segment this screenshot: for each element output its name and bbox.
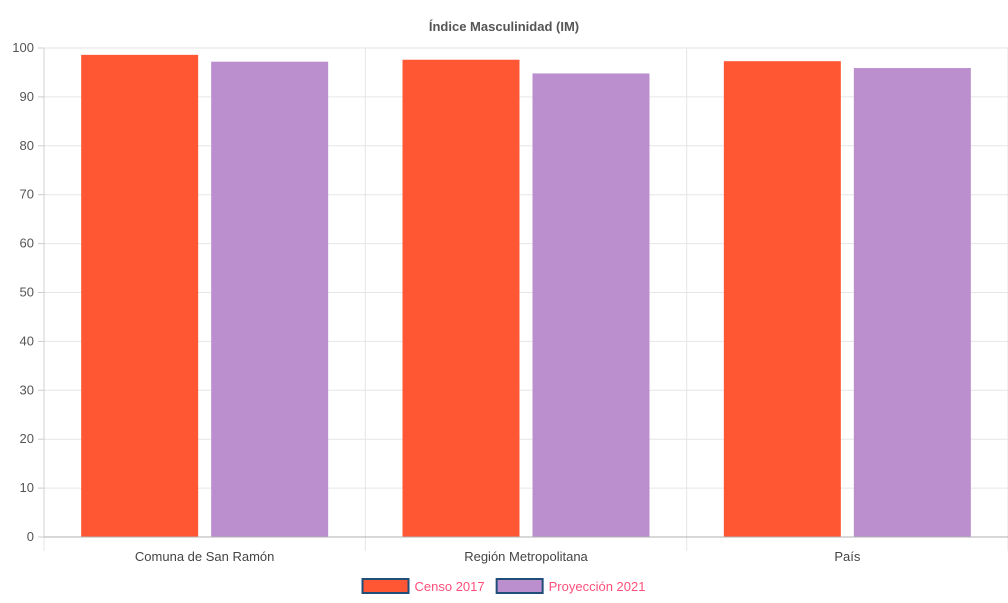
legend-swatch[interactable] <box>361 578 410 594</box>
y-tick-label: 20 <box>20 431 34 446</box>
chart-title: Índice Masculinidad (IM) <box>429 19 579 34</box>
legend-label[interactable]: Proyección 2021 <box>549 579 646 594</box>
y-tick-label: 70 <box>20 187 34 202</box>
axes: 0 10 20 30 40 50 60 70 80 90 100 Comuna de San Ramó… <box>12 40 1008 564</box>
bar-censo-2017-0[interactable] <box>81 54 199 537</box>
x-tick-label: Comuna de San Ramón <box>135 549 274 564</box>
bar-censo-2017-1[interactable] <box>402 59 520 538</box>
y-tick-label: 40 <box>20 333 34 348</box>
legend-label[interactable]: Censo 2017 <box>415 579 485 594</box>
bar-censo-2017-2[interactable] <box>723 61 841 537</box>
y-tick-label: 100 <box>12 40 34 55</box>
y-tick-label: 0 <box>27 529 34 544</box>
x-tick-label: País <box>834 549 861 564</box>
y-tick-label: 10 <box>20 480 34 495</box>
legend[interactable]: Censo 2017 Proyección 2021 <box>361 578 646 594</box>
y-tick-label: 80 <box>20 138 34 153</box>
y-tick-label: 30 <box>20 382 34 397</box>
bar-proyecci-n-2021-2[interactable] <box>853 68 971 537</box>
bars <box>81 54 971 538</box>
y-tick-label: 90 <box>20 89 34 104</box>
y-tick-label: 50 <box>20 285 34 300</box>
legend-swatch[interactable] <box>495 578 544 594</box>
x-tick-label: Región Metropolitana <box>464 549 588 564</box>
bar-proyecci-n-2021-0[interactable] <box>211 61 329 537</box>
bar-proyecci-n-2021-1[interactable] <box>532 73 650 537</box>
y-tick-label: 60 <box>20 236 34 251</box>
